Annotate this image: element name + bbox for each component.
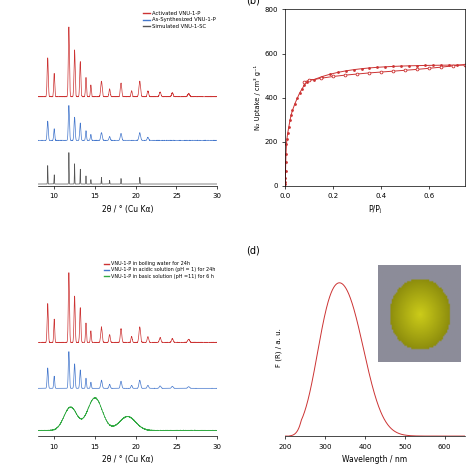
Legend: VNU-1-P in boiling water for 24h, VNU-1-P in acidic solution (pH = 1) for 24h, V: VNU-1-P in boiling water for 24h, VNU-1-… <box>103 261 216 279</box>
X-axis label: Wavelength / nm: Wavelength / nm <box>342 455 408 464</box>
Y-axis label: N₂ Uptake / cm³ g⁻¹: N₂ Uptake / cm³ g⁻¹ <box>255 65 261 130</box>
Text: (d): (d) <box>246 246 260 255</box>
Legend: Activated VNU-1-P, As-Synthesized VNU-1-P, Simulated VNU-1-SC: Activated VNU-1-P, As-Synthesized VNU-1-… <box>144 11 216 29</box>
X-axis label: 2θ / ° (Cu Kα): 2θ / ° (Cu Kα) <box>102 455 153 464</box>
Y-axis label: F (R) / a. u.: F (R) / a. u. <box>276 328 283 367</box>
Text: (b): (b) <box>246 0 260 5</box>
X-axis label: 2θ / ° (Cu Kα): 2θ / ° (Cu Kα) <box>102 205 153 214</box>
X-axis label: P/Pⱼ: P/Pⱼ <box>368 205 382 214</box>
